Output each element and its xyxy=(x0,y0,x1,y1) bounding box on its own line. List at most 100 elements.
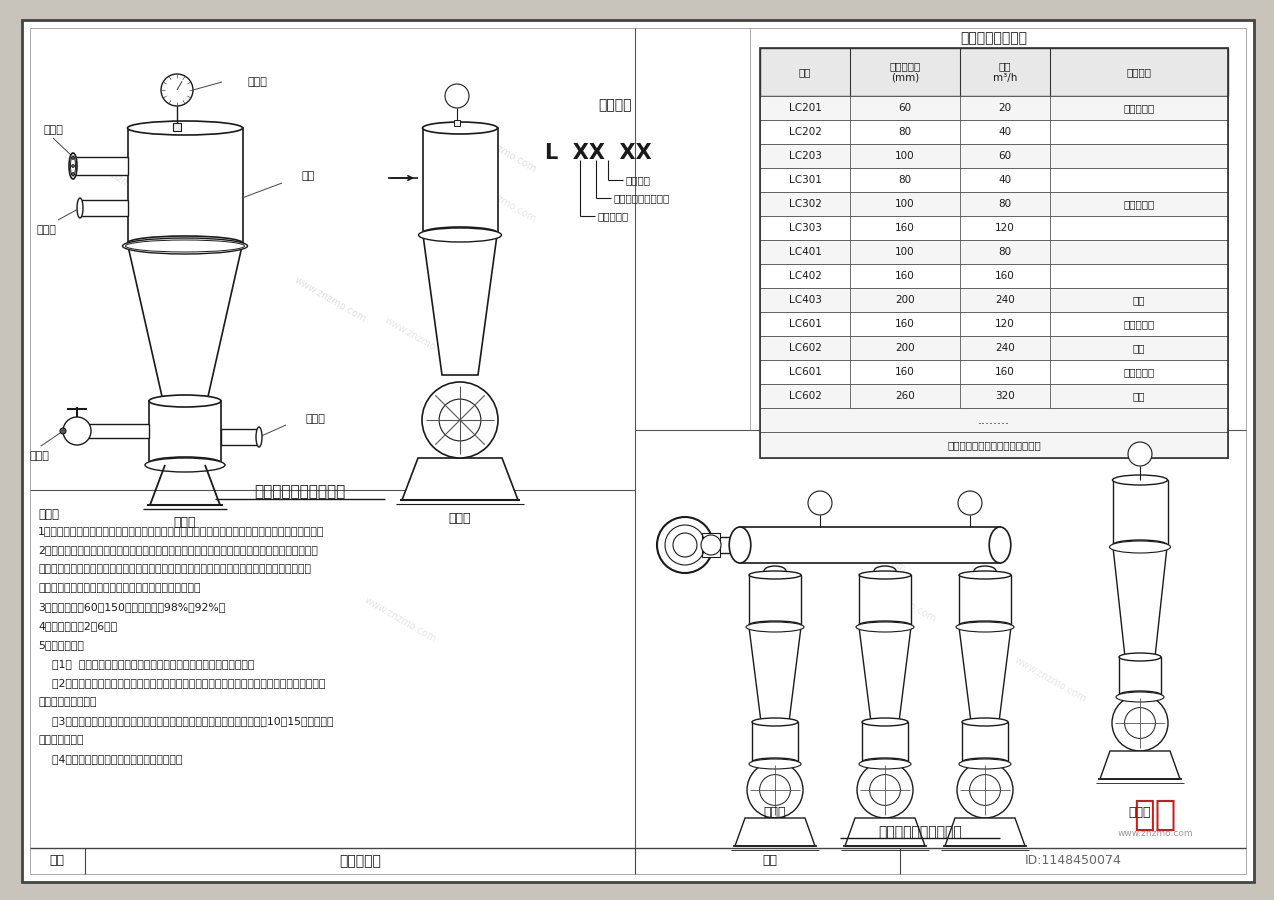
Circle shape xyxy=(1112,695,1168,751)
Text: 侧视图: 侧视图 xyxy=(1129,806,1152,818)
Text: www.znzmo.com: www.znzmo.com xyxy=(912,125,987,175)
Text: 200: 200 xyxy=(896,343,915,353)
Polygon shape xyxy=(423,235,497,375)
Circle shape xyxy=(1127,442,1152,466)
Bar xyxy=(1113,480,1168,545)
Text: 子进入集沙罐，净水顺流沿出水口流出，完成水沙分离；: 子进入集沙罐，净水顺流沿出水口流出，完成水沙分离； xyxy=(38,583,200,593)
Polygon shape xyxy=(749,627,801,722)
Text: 器体内，旋转产生离心力，推动泥沙及密度较高的固体颗粒沿管壁移动，形成旋流，使沙子和石: 器体内，旋转产生离心力，推动泥沙及密度较高的固体颗粒沿管壁移动，形成旋流，使沙子… xyxy=(38,564,311,574)
Text: （3）在进水口前应安装一段与进水口等径的直通管，长度是进水口直径的10～15倍，以保证: （3）在进水口前应安装一段与进水口等径的直通管，长度是进水口直径的10～15倍，… xyxy=(38,716,334,726)
Text: 100: 100 xyxy=(896,199,915,209)
Text: ID:1148450074: ID:1148450074 xyxy=(1024,854,1121,868)
Text: www.znzmo.com: www.znzmo.com xyxy=(1013,655,1088,705)
Bar xyxy=(423,128,498,233)
Circle shape xyxy=(445,84,469,108)
Ellipse shape xyxy=(1116,692,1164,702)
Bar xyxy=(80,200,127,216)
Ellipse shape xyxy=(859,621,911,629)
Text: 法兰: 法兰 xyxy=(1133,295,1145,305)
Text: www.znzmo.com: www.znzmo.com xyxy=(162,235,238,284)
Text: www.znzmo.com: www.znzmo.com xyxy=(782,176,857,225)
Ellipse shape xyxy=(149,395,220,407)
Ellipse shape xyxy=(764,566,786,576)
Text: 1、主要用途：用于灌溉用地下水中含沙水流的初级过滤，可分离水中比重重大于水的沙子和石子；: 1、主要用途：用于灌溉用地下水中含沙水流的初级过滤，可分离水中比重重大于水的沙子… xyxy=(38,526,325,536)
Bar xyxy=(761,48,1228,458)
Ellipse shape xyxy=(149,457,220,469)
Ellipse shape xyxy=(859,759,911,769)
Text: 排沙口: 排沙口 xyxy=(306,414,326,424)
Text: 型号含义: 型号含义 xyxy=(599,98,632,112)
Bar xyxy=(761,264,1228,288)
Ellipse shape xyxy=(752,718,798,726)
Ellipse shape xyxy=(418,228,502,242)
Text: LC601: LC601 xyxy=(789,319,822,329)
Polygon shape xyxy=(845,818,925,846)
Polygon shape xyxy=(127,246,242,401)
Ellipse shape xyxy=(127,121,242,135)
Bar xyxy=(962,722,1008,762)
Text: LC402: LC402 xyxy=(789,271,822,281)
Ellipse shape xyxy=(69,153,76,179)
Text: 60: 60 xyxy=(898,103,912,113)
Bar xyxy=(740,527,1000,563)
Text: 160: 160 xyxy=(896,271,915,281)
Text: www.znzmo.com: www.znzmo.com xyxy=(462,125,538,175)
Ellipse shape xyxy=(749,571,801,579)
Text: www.znzmo.com: www.znzmo.com xyxy=(382,315,457,365)
Bar xyxy=(959,575,1012,625)
Text: 离心过滤器: 离心过滤器 xyxy=(598,211,628,221)
Text: 160: 160 xyxy=(896,319,915,329)
Bar xyxy=(149,401,220,463)
Bar xyxy=(749,575,801,625)
Text: LC302: LC302 xyxy=(789,199,822,209)
Text: 同时使用效果更佳；: 同时使用效果更佳； xyxy=(38,697,97,707)
Text: LC301: LC301 xyxy=(789,175,822,185)
Bar xyxy=(761,408,1228,432)
Text: 法兰: 法兰 xyxy=(1133,391,1145,401)
Text: LC602: LC602 xyxy=(789,391,822,401)
Ellipse shape xyxy=(962,718,1008,726)
Ellipse shape xyxy=(859,571,911,579)
Circle shape xyxy=(440,399,480,441)
Text: 240: 240 xyxy=(995,343,1015,353)
Ellipse shape xyxy=(862,718,908,726)
Bar xyxy=(761,312,1228,336)
Bar xyxy=(761,336,1228,360)
Polygon shape xyxy=(859,627,911,722)
Ellipse shape xyxy=(959,621,1012,629)
Polygon shape xyxy=(403,458,519,500)
Bar xyxy=(761,96,1228,120)
Text: 160: 160 xyxy=(896,223,915,233)
Ellipse shape xyxy=(1112,540,1167,550)
Circle shape xyxy=(857,762,913,818)
Ellipse shape xyxy=(975,566,996,576)
Bar xyxy=(761,240,1228,264)
Ellipse shape xyxy=(956,622,1014,632)
Bar xyxy=(1119,657,1161,695)
Bar xyxy=(173,123,181,131)
Text: LC201: LC201 xyxy=(789,103,822,113)
Text: 离心过滤器结构示意图: 离心过滤器结构示意图 xyxy=(255,484,345,500)
Bar xyxy=(761,288,1228,312)
Bar xyxy=(761,48,1228,96)
Text: 压力表: 压力表 xyxy=(247,77,266,87)
Bar xyxy=(702,533,720,557)
Ellipse shape xyxy=(752,758,798,766)
Text: www.znzmo.com: www.znzmo.com xyxy=(83,156,158,204)
Text: www.znzmo.com: www.znzmo.com xyxy=(782,356,857,405)
Text: 160: 160 xyxy=(995,271,1015,281)
Text: 罐体: 罐体 xyxy=(302,171,315,181)
Bar xyxy=(761,168,1228,192)
Bar xyxy=(761,120,1228,144)
Circle shape xyxy=(657,517,713,573)
Text: www.znzmo.com: www.znzmo.com xyxy=(1013,275,1088,325)
Circle shape xyxy=(808,491,832,515)
Ellipse shape xyxy=(749,759,801,769)
Text: www.znzmo.com: www.znzmo.com xyxy=(162,395,238,445)
Circle shape xyxy=(71,173,74,176)
Ellipse shape xyxy=(749,621,801,629)
Text: 侧视图: 侧视图 xyxy=(448,511,471,525)
Text: 主视图: 主视图 xyxy=(173,517,196,529)
Text: www.znzmo.com: www.znzmo.com xyxy=(462,176,538,225)
Circle shape xyxy=(958,491,982,515)
